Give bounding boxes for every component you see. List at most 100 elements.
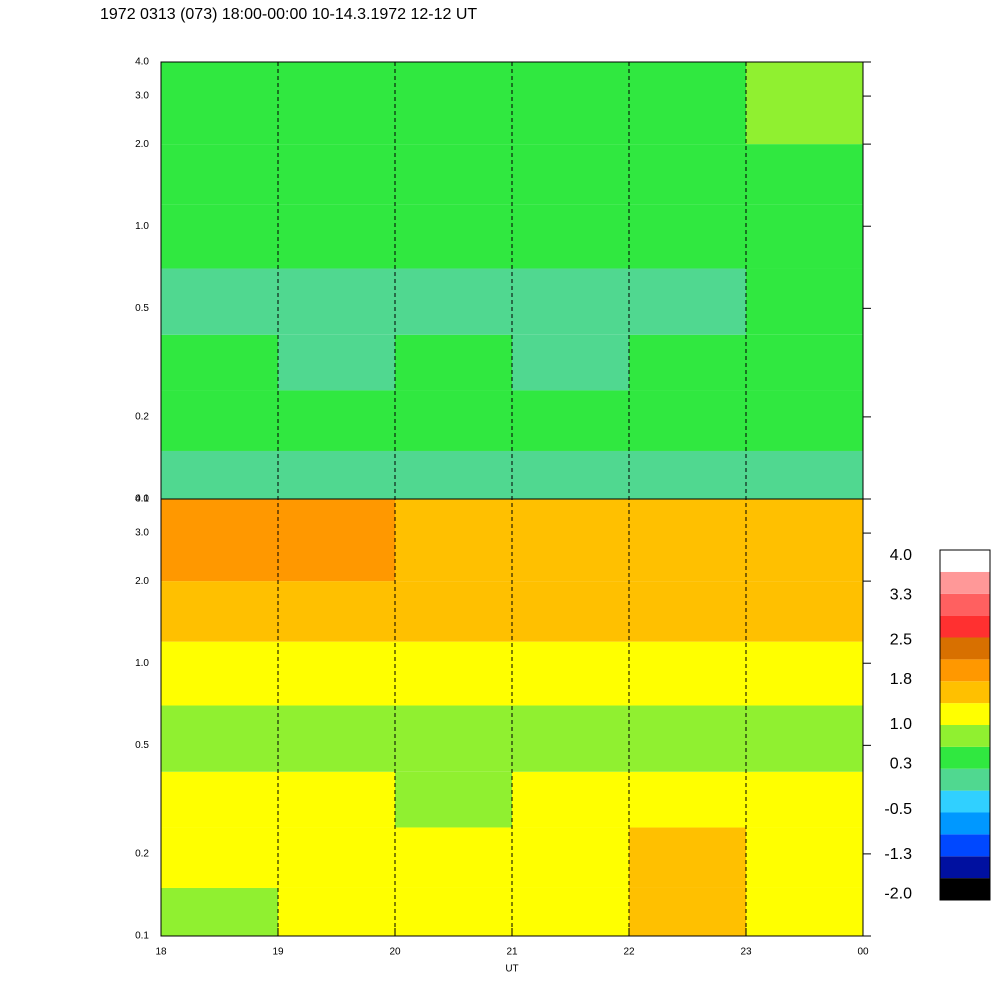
heat-cell bbox=[629, 499, 746, 582]
heat-cell bbox=[746, 144, 863, 205]
x-tick-label: 20 bbox=[389, 947, 401, 958]
colorbar-band bbox=[940, 571, 990, 594]
heat-cell bbox=[395, 827, 512, 888]
heat-cell bbox=[629, 450, 746, 499]
heat-cell bbox=[512, 390, 629, 451]
heat-cell bbox=[512, 144, 629, 205]
heat-cell bbox=[629, 334, 746, 391]
heat-cell bbox=[161, 887, 278, 936]
x-tick-label: 18 bbox=[155, 947, 167, 958]
heat-cell bbox=[161, 334, 278, 391]
y-tick-label: 4.0 bbox=[135, 494, 149, 505]
heat-cell bbox=[629, 62, 746, 145]
y-tick-label: 3.0 bbox=[135, 91, 149, 102]
y-tick-label: 2.0 bbox=[135, 576, 149, 587]
heat-cell bbox=[629, 268, 746, 335]
heat-cell bbox=[395, 144, 512, 205]
heat-cell bbox=[512, 62, 629, 145]
colorbar-band bbox=[940, 615, 990, 638]
heat-cell bbox=[629, 581, 746, 642]
heat-cell bbox=[746, 204, 863, 269]
heat-cell bbox=[278, 390, 395, 451]
chart-title: 1972 0313 (073) 18:00-00:00 10-14.3.1972… bbox=[100, 6, 477, 23]
heat-cell bbox=[395, 499, 512, 582]
heat-cell bbox=[278, 499, 395, 582]
heat-cell bbox=[512, 827, 629, 888]
x-tick-label: 19 bbox=[272, 947, 284, 958]
colorbar-band bbox=[940, 878, 990, 900]
colorbar-label: -2.0 bbox=[884, 886, 912, 903]
x-tick-label: 23 bbox=[740, 947, 752, 958]
heat-cell bbox=[161, 581, 278, 642]
heat-cell bbox=[395, 334, 512, 391]
heat-cell bbox=[278, 450, 395, 499]
heat-cell bbox=[746, 887, 863, 936]
heat-cell bbox=[395, 581, 512, 642]
colorbar-band bbox=[940, 725, 990, 747]
colorbar-label: -0.5 bbox=[884, 801, 912, 818]
y-tick-label: 2.0 bbox=[135, 139, 149, 150]
heat-cell bbox=[395, 705, 512, 772]
x-tick-label: 00 bbox=[857, 947, 869, 958]
colorbar-label: -1.3 bbox=[884, 846, 912, 863]
colorbar-band bbox=[940, 659, 990, 682]
heat-cell bbox=[629, 204, 746, 269]
y-tick-label: 4.0 bbox=[135, 57, 149, 68]
heat-cell bbox=[512, 204, 629, 269]
heat-cell bbox=[629, 887, 746, 936]
heat-cell bbox=[395, 450, 512, 499]
colorbar-label: 1.0 bbox=[890, 716, 912, 733]
y-tick-label: 0.5 bbox=[135, 303, 149, 314]
heat-cell bbox=[161, 827, 278, 888]
heat-cell bbox=[629, 705, 746, 772]
x-axis-label: UT bbox=[505, 964, 518, 975]
heat-cell bbox=[278, 268, 395, 335]
heat-cell bbox=[512, 581, 629, 642]
heat-cell bbox=[161, 450, 278, 499]
colorbar-band bbox=[940, 681, 990, 704]
heat-cell bbox=[161, 390, 278, 451]
heat-cell bbox=[278, 581, 395, 642]
heat-cell bbox=[746, 705, 863, 772]
colorbar-band bbox=[940, 790, 990, 813]
heat-cell bbox=[278, 144, 395, 205]
colorbar-label: 2.5 bbox=[890, 632, 912, 649]
heat-cell bbox=[746, 827, 863, 888]
y-tick-label: 0.5 bbox=[135, 740, 149, 751]
heat-cell bbox=[512, 268, 629, 335]
heat-cell bbox=[278, 827, 395, 888]
heat-cell bbox=[629, 390, 746, 451]
y-tick-label: 0.1 bbox=[135, 931, 149, 942]
heat-cell bbox=[512, 705, 629, 772]
heat-cell bbox=[629, 641, 746, 706]
heat-cell bbox=[395, 771, 512, 828]
colorbar-band bbox=[940, 593, 990, 616]
heat-cell bbox=[395, 62, 512, 145]
heat-cell bbox=[746, 390, 863, 451]
heat-cell bbox=[278, 204, 395, 269]
y-tick-label: 3.0 bbox=[135, 528, 149, 539]
colorbar-label: 3.3 bbox=[890, 586, 912, 603]
heat-cell bbox=[746, 771, 863, 828]
heat-cell bbox=[278, 771, 395, 828]
heat-cell bbox=[395, 641, 512, 706]
heat-cell bbox=[278, 62, 395, 145]
colorbar-label: 4.0 bbox=[890, 547, 912, 564]
heat-cell bbox=[629, 144, 746, 205]
y-tick-label: 0.2 bbox=[135, 849, 149, 860]
heat-cell bbox=[512, 641, 629, 706]
x-tick-label: 22 bbox=[623, 947, 635, 958]
heat-cell bbox=[746, 641, 863, 706]
heat-cell bbox=[278, 887, 395, 936]
heat-cell bbox=[512, 450, 629, 499]
colorbar-label: 1.8 bbox=[890, 671, 912, 688]
heat-cell bbox=[512, 887, 629, 936]
heat-cell bbox=[512, 499, 629, 582]
heat-cell bbox=[395, 887, 512, 936]
colorbar-frame bbox=[939, 549, 991, 901]
colorbar-band bbox=[940, 703, 990, 725]
y-tick-label: 0.2 bbox=[135, 412, 149, 423]
heat-cell bbox=[395, 268, 512, 335]
heat-cell bbox=[161, 62, 278, 145]
heat-cell bbox=[629, 827, 746, 888]
